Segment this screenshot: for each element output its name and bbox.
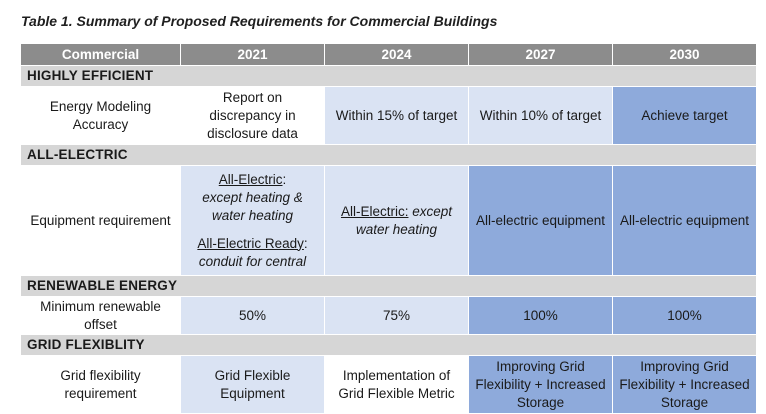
cell-2030: Improving Grid Flexibility + Increased S… (612, 355, 757, 414)
cell-2030: 100% (612, 296, 757, 335)
row-label-renewable-offset: Minimum renewable offset (20, 296, 181, 335)
all-electric-label: All-Electric (218, 171, 283, 187)
section-title: GRID FLEXIBLITY (20, 334, 757, 356)
table-row: Equipment requirement All-Electric: exce… (20, 165, 757, 276)
colon: : (282, 171, 287, 187)
cell-2030: All-electric equipment (612, 165, 757, 276)
section-title: ALL-ELECTRIC (20, 144, 757, 166)
header-2024: 2024 (324, 43, 469, 66)
row-label-equipment: Equipment requirement (20, 165, 181, 276)
header-2027: 2027 (468, 43, 613, 66)
cell-2021: Report on discrepancy in disclosure data (180, 86, 325, 145)
section-grid-flexibility: GRID FLEXIBLITY (20, 334, 757, 356)
cell-2027: All-electric equipment (468, 165, 613, 276)
header-2021: 2021 (180, 43, 325, 66)
section-title: HIGHLY EFFICIENT (20, 65, 757, 87)
colon: : (303, 235, 308, 251)
header-commercial: Commercial (20, 43, 181, 66)
all-electric-label: All-Electric: (340, 203, 409, 219)
row-label-energy-modeling: Energy Modeling Accuracy (20, 86, 181, 145)
table-row: Minimum renewable offset 50% 75% 100% 10… (20, 296, 757, 335)
section-all-electric: ALL-ELECTRIC (20, 144, 757, 166)
cell-2030: Achieve target (612, 86, 757, 145)
cell-2024: Implementation of Grid Flexible Metric (324, 355, 469, 414)
exception-text: except heating & water heating (202, 189, 303, 223)
conduit-text: conduit for central (198, 253, 307, 269)
exception-text-2: water heating (355, 221, 438, 237)
table-caption: Table 1. Summary of Proposed Requirement… (21, 13, 498, 29)
header-row: Commercial 2021 2024 2027 2030 (20, 43, 757, 66)
table-row: Energy Modeling Accuracy Report on discr… (20, 86, 757, 145)
requirements-table: Commercial 2021 2024 2027 2030 HIGHLY EF… (20, 43, 757, 414)
cell-2027: Within 10% of target (468, 86, 613, 145)
section-highly-efficient: HIGHLY EFFICIENT (20, 65, 757, 87)
header-2030: 2030 (612, 43, 757, 66)
all-electric-ready-label: All-Electric Ready (197, 235, 304, 251)
cell-2021: All-Electric: except heating & water hea… (180, 165, 325, 276)
cell-2021: 50% (180, 296, 325, 335)
section-title: RENEWABLE ENERGY (20, 275, 757, 297)
row-label-grid-flexibility: Grid flexibility requirement (20, 355, 181, 414)
cell-2027: Improving Grid Flexibility + Increased S… (468, 355, 613, 414)
exception-text: except (412, 203, 453, 219)
cell-2024: Within 15% of target (324, 86, 469, 145)
table-row: Grid flexibility requirement Grid Flexib… (20, 355, 757, 414)
cell-2024: All-Electric: except water heating (324, 165, 469, 276)
cell-2027: 100% (468, 296, 613, 335)
section-renewable-energy: RENEWABLE ENERGY (20, 275, 757, 297)
cell-2024: 75% (324, 296, 469, 335)
cell-2021: Grid Flexible Equipment (180, 355, 325, 414)
